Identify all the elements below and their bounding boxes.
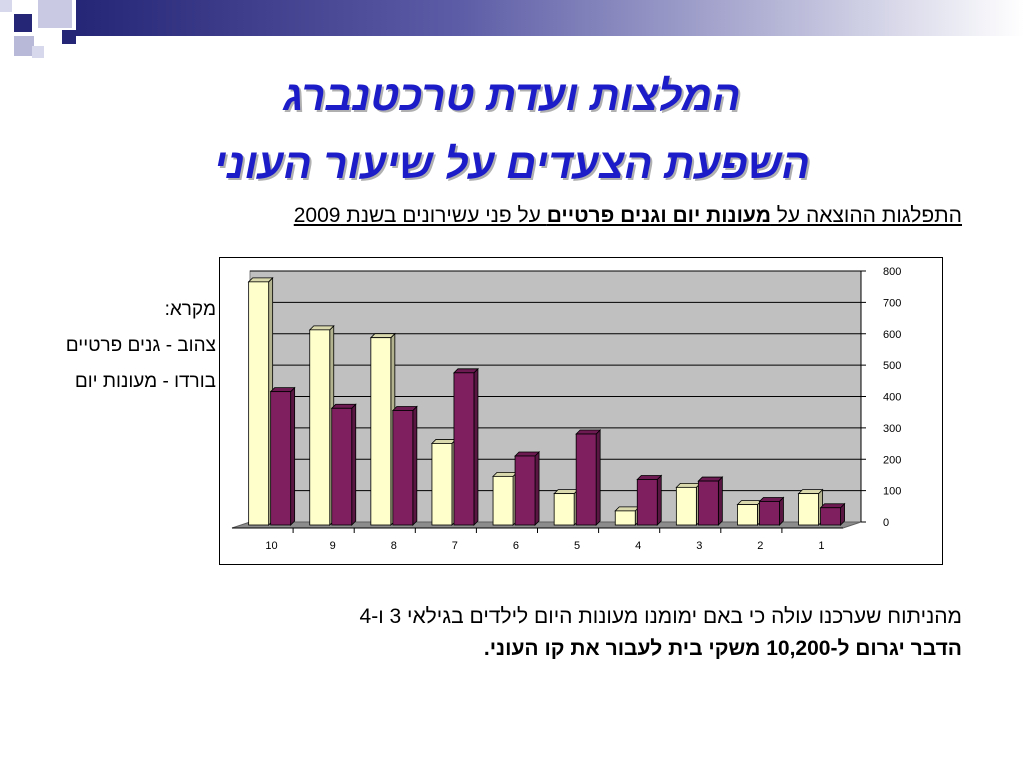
bar-yellow (431, 443, 453, 526)
corner-square-light-4 (32, 46, 44, 58)
bar-burgundy (636, 479, 658, 526)
bar-yellow (614, 510, 636, 526)
bar-side (656, 474, 662, 526)
bar-yellow (309, 329, 331, 526)
bar-top (308, 325, 335, 331)
corner-square-light-3 (14, 36, 34, 56)
bar-burgundy (575, 433, 597, 526)
bar-top (614, 506, 641, 512)
bar-side (473, 367, 479, 526)
x-tick-label: 9 (330, 540, 336, 552)
x-tick-label: 2 (757, 540, 763, 552)
bar-top (575, 429, 602, 435)
bar-yellow (492, 475, 514, 526)
bar-burgundy (820, 507, 841, 526)
x-tick-label: 8 (391, 540, 397, 552)
footer-line2: הדבר יגרום ל-10,200 משקי בית לעבור את קו… (483, 637, 962, 660)
bar-burgundy (759, 501, 780, 526)
y-tick-label: 200 (883, 454, 901, 466)
bar-top (736, 500, 763, 506)
chart-frame: 0 100 200 300 400 500 600 700 800 10 9 8 7 6 5 4 3 2 1 (219, 257, 943, 565)
header-gradient-bar (76, 0, 1024, 36)
bar-yellow (737, 504, 758, 526)
bar-side (351, 403, 357, 526)
legend-yellow: צהוב - גנים פרטיים (65, 335, 216, 356)
y-tick-label: 600 (883, 329, 901, 341)
y-tick-label: 400 (883, 392, 901, 404)
bar-chart: 0 100 200 300 400 500 600 700 800 10 9 8 7 6 5 4 3 2 1 (231, 266, 901, 552)
bar-top (430, 439, 457, 444)
bar-top (492, 471, 519, 477)
bar-burgundy (331, 407, 353, 526)
corner-square-navy-2 (62, 30, 76, 44)
legend: מקרא: צהוב - גנים פרטיים בורדו - מעונות … (66, 292, 216, 400)
bar-burgundy (697, 480, 719, 526)
x-tick-label: 1 (818, 540, 824, 552)
bar-side (779, 496, 784, 526)
bar-top (697, 476, 724, 482)
bar-side (412, 405, 418, 526)
y-tick-label: 300 (883, 423, 901, 435)
bar-side (534, 451, 540, 526)
bar-top (636, 475, 663, 480)
subtitle-part2: על פני עשירונים בשנת 2009 (293, 204, 547, 227)
corner-square-navy-1 (14, 14, 32, 32)
bar-burgundy (270, 391, 292, 526)
y-tick-label: 800 (883, 266, 901, 278)
corner-square-light-2 (0, 0, 12, 12)
x-tick-label: 5 (574, 540, 580, 552)
legend-burgundy: בורדו - מעונות יום (74, 371, 216, 392)
slide-title-line1: המלצות ועדת טרכטנברג (283, 72, 741, 119)
subtitle-part1: התפלגות ההוצאה על (770, 204, 962, 227)
bar-top (330, 403, 357, 409)
y-tick-label: 100 (883, 486, 901, 498)
subtitle-bold: מעונות יום וגנים פרטיים (546, 204, 771, 227)
y-tick-label: 0 (883, 517, 889, 529)
bar-top (675, 482, 702, 488)
x-tick-label: 3 (696, 540, 702, 552)
bar-side (290, 386, 296, 526)
bar-burgundy (514, 455, 536, 526)
bar-side (595, 429, 601, 526)
bar-side (717, 476, 723, 526)
footer-line1: מהניתוח שערכנו עולה כי באם ימומנו מעונות… (359, 605, 962, 628)
bar-top (553, 489, 580, 495)
bar-burgundy (453, 372, 475, 526)
bar-yellow (553, 493, 575, 526)
x-tick-label: 4 (635, 540, 641, 552)
bar-burgundy (392, 410, 414, 526)
bar-top (514, 451, 541, 457)
chart-subtitle: התפלגות ההוצאה על מעונות יום וגנים פרטיי… (294, 204, 962, 228)
bar-top (269, 387, 296, 393)
corner-square-light-1 (38, 0, 72, 28)
footer-text: מהניתוח שערכנו עולה כי באם ימומנו מעונות… (360, 601, 962, 665)
x-tick-label: 10 (265, 540, 277, 552)
slide-title-line2: השפעת הצעדים על שיעור העוני (214, 140, 810, 187)
bar-top (819, 503, 846, 509)
bar-yellow (370, 337, 392, 526)
x-tick-label: 6 (513, 540, 519, 552)
bar-top (369, 333, 396, 339)
bar-top (247, 277, 274, 283)
legend-title: מקרא: (164, 299, 216, 320)
bar-yellow (248, 281, 270, 526)
x-tick-label: 7 (452, 540, 458, 552)
bar-top (452, 368, 479, 374)
bar-yellow (675, 486, 697, 526)
y-tick-label: 700 (883, 297, 901, 309)
y-tick-label: 500 (883, 360, 901, 372)
bar-yellow (798, 493, 819, 526)
bar-top (758, 497, 785, 502)
bar-top (391, 406, 418, 411)
bar-top (797, 489, 824, 495)
